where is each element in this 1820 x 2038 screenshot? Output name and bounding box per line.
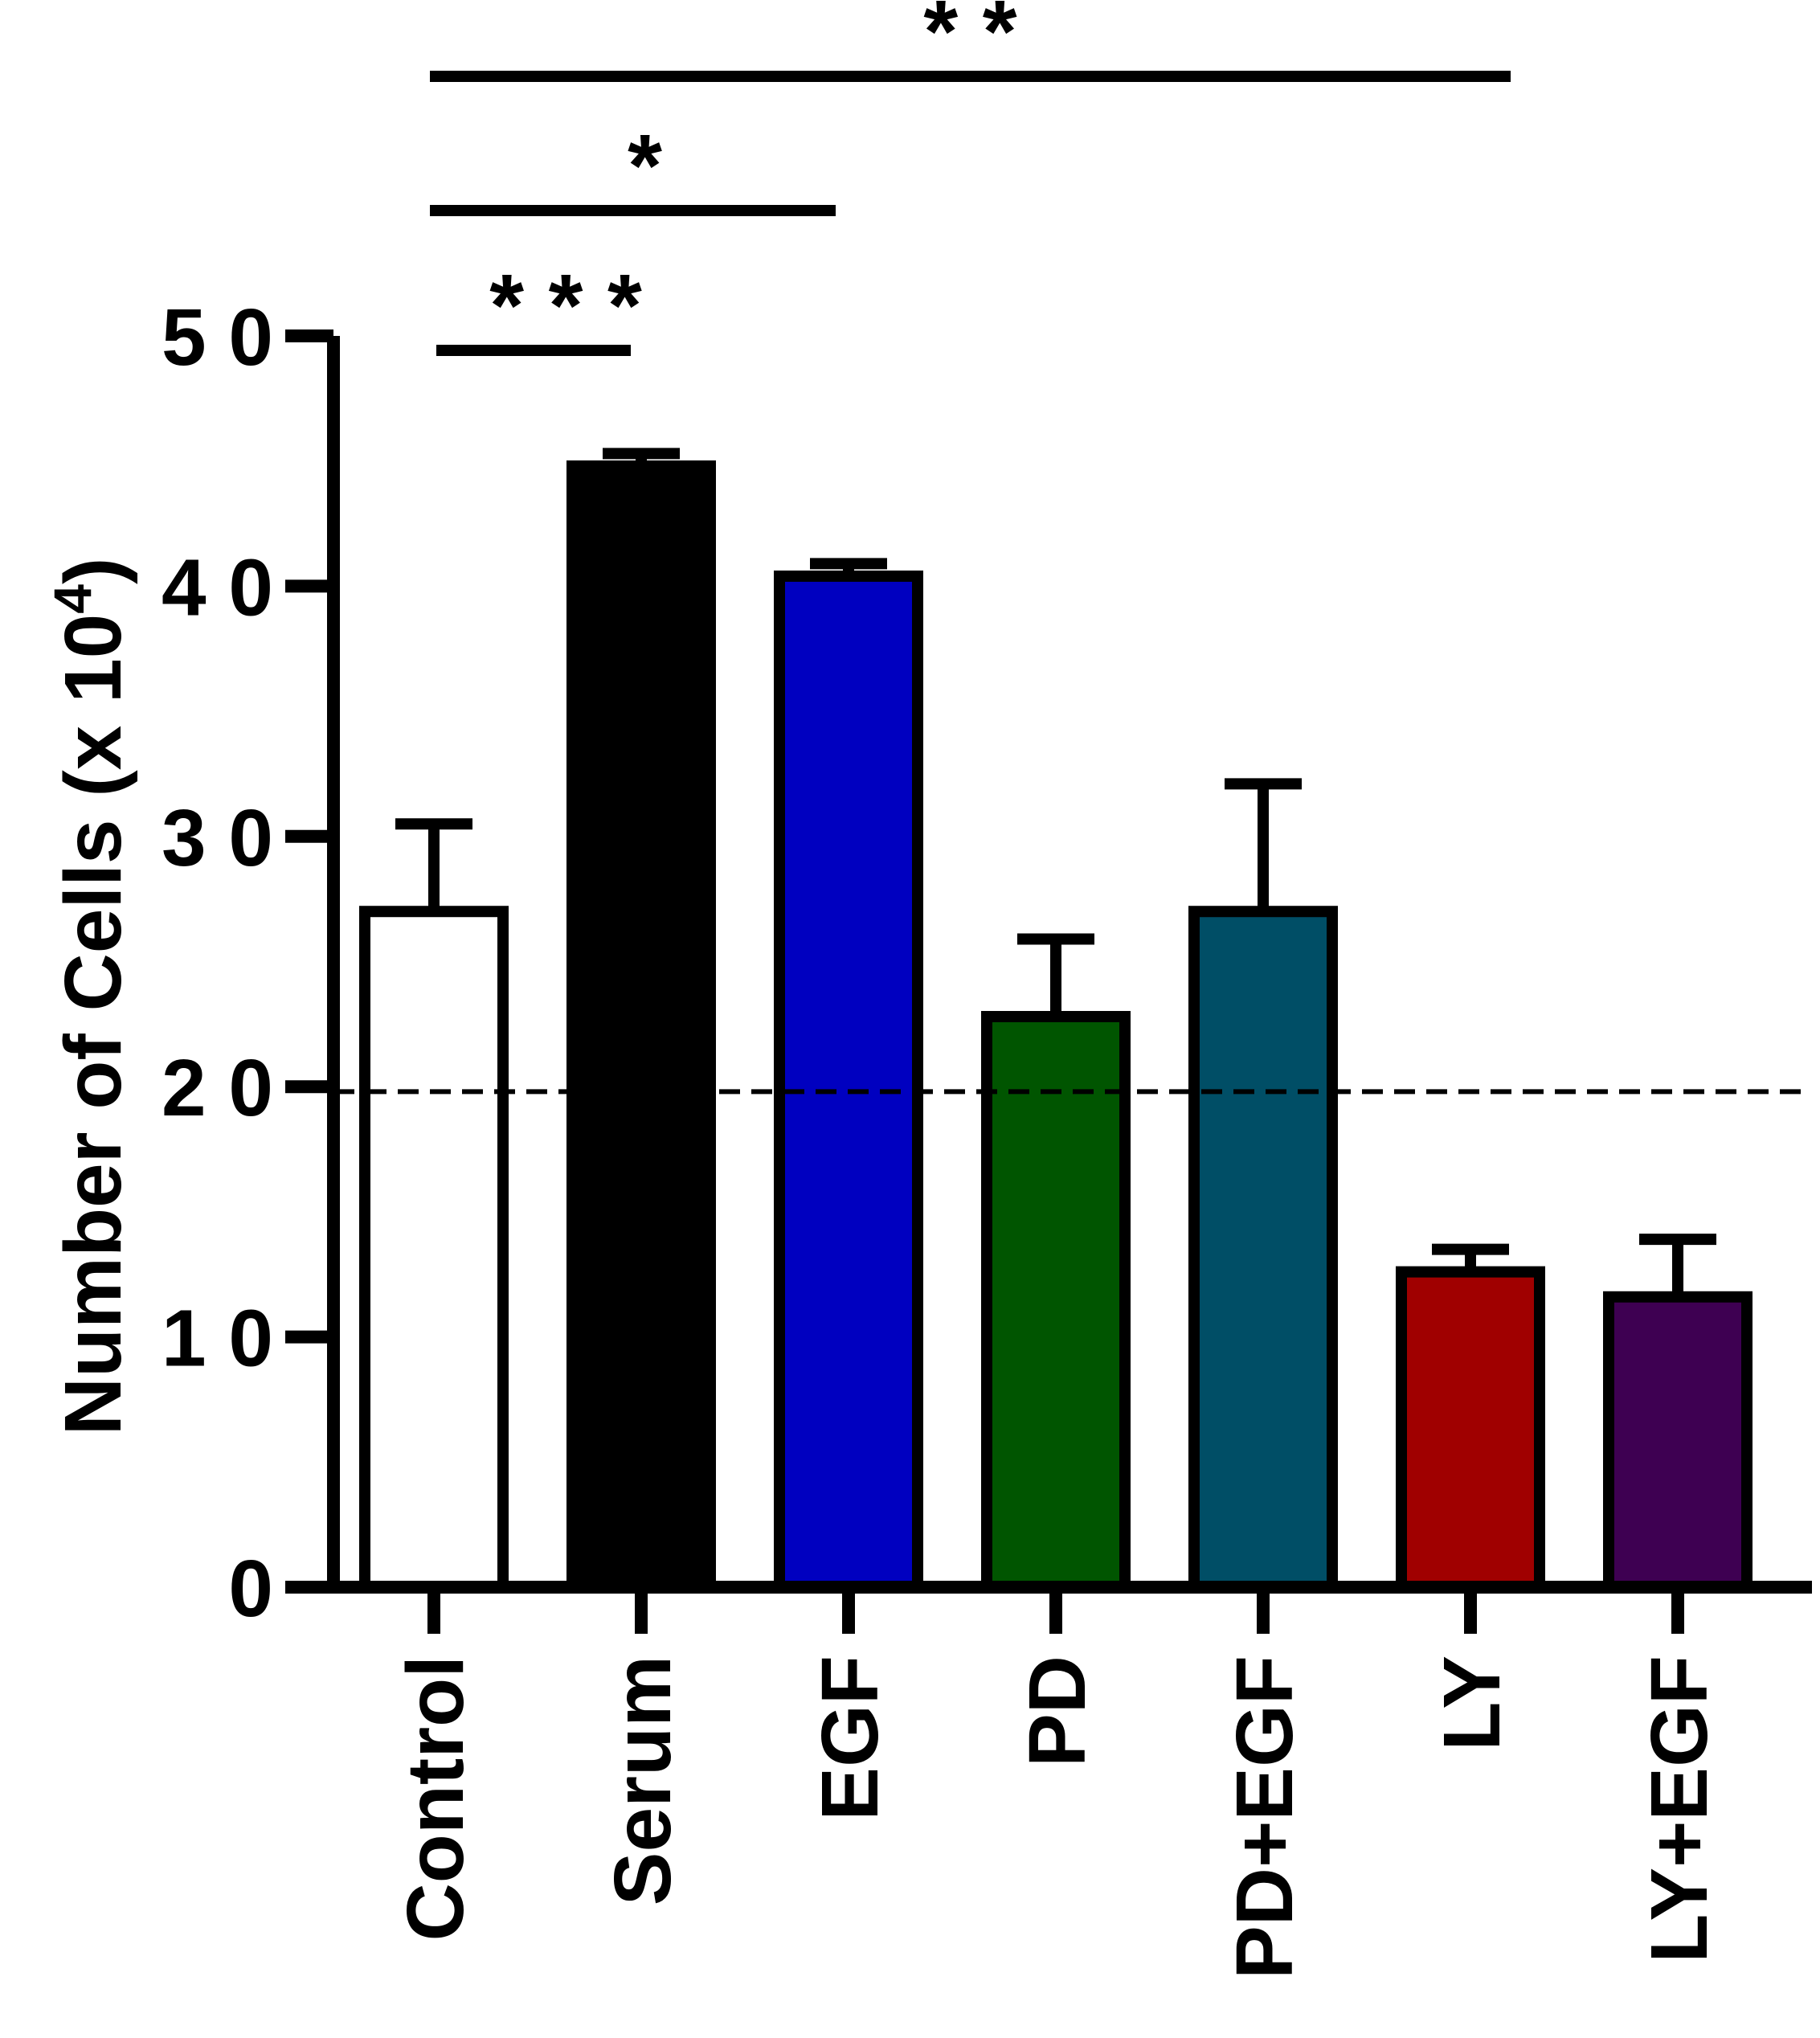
bar-pd [981, 1011, 1131, 1594]
axes [285, 329, 1812, 1634]
bar-ly-egf [1603, 1291, 1753, 1593]
y-tick-label-20: 2 0 [162, 1043, 273, 1133]
y-axis-title: Number of Cells (x 104) [43, 558, 138, 1436]
x-tick-label-control: Control [391, 1655, 481, 1941]
x-tick-label-pd: PD [1012, 1655, 1102, 1767]
y-tick-label-50: 5 0 [162, 293, 273, 383]
y-tick-label-30: 3 0 [162, 793, 273, 883]
x-tick-label-ly: LY [1427, 1655, 1517, 1751]
x-tick-labels: Control Serum EGF PD PD+EGF LY LY+EGF [391, 1655, 1724, 1979]
x-tick-label-ly-egf: LY+EGF [1634, 1655, 1724, 1963]
significance-brackets: * * * * * * [430, 0, 1511, 356]
y-axis-title-main: Number of Cells (x 10 [48, 614, 138, 1436]
y-axis-title-close: ) [48, 558, 138, 584]
sig-label-control-ly: * * [923, 0, 1016, 81]
y-axis-title-superscript: 4 [43, 584, 102, 614]
sig-label-control-egf: * [628, 117, 662, 215]
bar-egf [774, 570, 923, 1593]
bars [359, 460, 1753, 1594]
y-tick-labels: 0 1 0 2 0 3 0 4 0 5 0 [162, 293, 273, 1634]
y-tick-label-10: 1 0 [162, 1294, 273, 1384]
bar-serum [566, 460, 716, 1593]
x-tick-label-egf: EGF [805, 1655, 895, 1821]
y-tick-label-40: 4 0 [162, 542, 273, 632]
bar-pd-egf [1188, 906, 1338, 1593]
sig-label-control-serum: * * * [489, 256, 642, 355]
y-tick-label-0: 0 [228, 1544, 273, 1634]
bar-control [359, 906, 509, 1593]
x-tick-label-pd-egf: PD+EGF [1220, 1655, 1310, 1979]
bar-ly [1396, 1266, 1545, 1593]
x-tick-label-serum: Serum [598, 1655, 688, 1905]
